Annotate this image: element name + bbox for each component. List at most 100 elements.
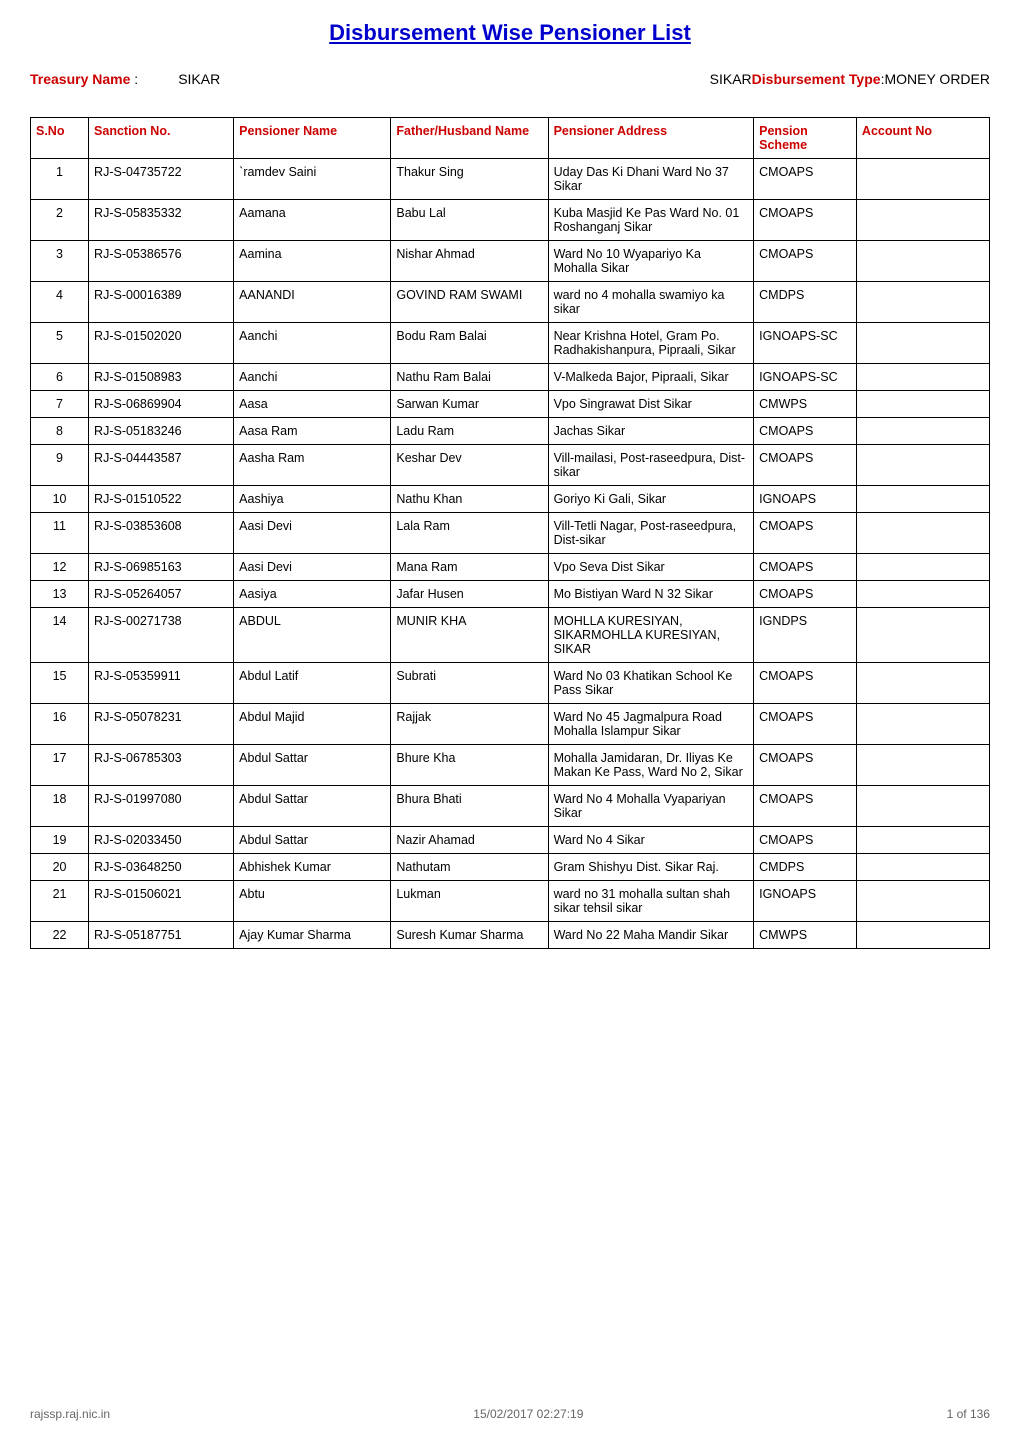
cell-pensioner: Abtu	[234, 881, 391, 922]
table-row: 8RJ-S-05183246Aasa RamLadu RamJachas Sik…	[31, 418, 990, 445]
cell-father: Nishar Ahmad	[391, 241, 548, 282]
table-row: 4RJ-S-00016389AANANDIGOVIND RAM SWAMIwar…	[31, 282, 990, 323]
cell-father: Lala Ram	[391, 513, 548, 554]
cell-account	[856, 159, 989, 200]
cell-father: Lukman	[391, 881, 548, 922]
table-row: 14RJ-S-00271738ABDULMUNIR KHAMOHLLA KURE…	[31, 608, 990, 663]
cell-sno: 22	[31, 922, 89, 949]
cell-sanction: RJ-S-06869904	[89, 391, 234, 418]
cell-father: Nathu Khan	[391, 486, 548, 513]
table-row: 19RJ-S-02033450Abdul SattarNazir AhamadW…	[31, 827, 990, 854]
cell-sno: 7	[31, 391, 89, 418]
footer-right: 1 of 136	[947, 1407, 990, 1421]
cell-scheme: CMOAPS	[754, 704, 857, 745]
cell-account	[856, 554, 989, 581]
cell-sno: 2	[31, 200, 89, 241]
cell-pensioner: Abdul Sattar	[234, 827, 391, 854]
cell-scheme: IGNOAPS-SC	[754, 323, 857, 364]
cell-pensioner: Aanchi	[234, 364, 391, 391]
cell-account	[856, 854, 989, 881]
cell-pensioner: Abhishek Kumar	[234, 854, 391, 881]
table-row: 16RJ-S-05078231Abdul MajidRajjakWard No …	[31, 704, 990, 745]
cell-scheme: CMWPS	[754, 391, 857, 418]
cell-account	[856, 241, 989, 282]
cell-pensioner: Abdul Latif	[234, 663, 391, 704]
cell-pensioner: Aasha Ram	[234, 445, 391, 486]
table-row: 1RJ-S-04735722`ramdev SainiThakur SingUd…	[31, 159, 990, 200]
cell-pensioner: Aashiya	[234, 486, 391, 513]
cell-scheme: CMDPS	[754, 282, 857, 323]
page-footer: rajssp.raj.nic.in 15/02/2017 02:27:19 1 …	[30, 1407, 990, 1421]
table-row: 20RJ-S-03648250Abhishek KumarNathutamGra…	[31, 854, 990, 881]
page-title: Disbursement Wise Pensioner List	[30, 20, 990, 46]
cell-pensioner: Aanchi	[234, 323, 391, 364]
header-right: SIKARDisbursement Type :MONEY ORDER	[710, 71, 990, 87]
cell-sanction: RJ-S-05835332	[89, 200, 234, 241]
cell-scheme: IGNDPS	[754, 608, 857, 663]
cell-account	[856, 786, 989, 827]
cell-address: Ward No 10 Wyapariyo Ka Mohalla Sikar	[548, 241, 754, 282]
cell-sanction: RJ-S-03853608	[89, 513, 234, 554]
cell-sno: 6	[31, 364, 89, 391]
cell-pensioner: Abdul Sattar	[234, 745, 391, 786]
cell-account	[856, 282, 989, 323]
cell-address: Ward No 22 Maha Mandir Sikar	[548, 922, 754, 949]
cell-scheme: CMOAPS	[754, 663, 857, 704]
cell-account	[856, 418, 989, 445]
cell-address: Jachas Sikar	[548, 418, 754, 445]
cell-father: Nathutam	[391, 854, 548, 881]
cell-pensioner: Aasiya	[234, 581, 391, 608]
col-header-address: Pensioner Address	[548, 118, 754, 159]
header-row: Treasury Name : SIKAR SIKARDisbursement …	[30, 71, 990, 87]
cell-sanction: RJ-S-05078231	[89, 704, 234, 745]
cell-father: GOVIND RAM SWAMI	[391, 282, 548, 323]
cell-father: Rajjak	[391, 704, 548, 745]
cell-sno: 1	[31, 159, 89, 200]
cell-sno: 3	[31, 241, 89, 282]
col-header-sanction: Sanction No.	[89, 118, 234, 159]
cell-father: Sarwan Kumar	[391, 391, 548, 418]
cell-father: Bodu Ram Balai	[391, 323, 548, 364]
table-row: 18RJ-S-01997080Abdul SattarBhura BhatiWa…	[31, 786, 990, 827]
cell-sno: 11	[31, 513, 89, 554]
table-row: 21RJ-S-01506021AbtuLukmanward no 31 moha…	[31, 881, 990, 922]
table-body: 1RJ-S-04735722`ramdev SainiThakur SingUd…	[31, 159, 990, 949]
cell-sno: 15	[31, 663, 89, 704]
col-header-sno: S.No	[31, 118, 89, 159]
cell-scheme: IGNOAPS-SC	[754, 364, 857, 391]
cell-address: Uday Das Ki Dhani Ward No 37 Sikar	[548, 159, 754, 200]
cell-sno: 16	[31, 704, 89, 745]
cell-scheme: CMOAPS	[754, 554, 857, 581]
table-header-row: S.No Sanction No. Pensioner Name Father/…	[31, 118, 990, 159]
cell-address: Mohalla Jamidaran, Dr. Iliyas Ke Makan K…	[548, 745, 754, 786]
cell-account	[856, 704, 989, 745]
cell-sno: 4	[31, 282, 89, 323]
cell-scheme: CMOAPS	[754, 445, 857, 486]
cell-sanction: RJ-S-05187751	[89, 922, 234, 949]
cell-pensioner: AANANDI	[234, 282, 391, 323]
cell-father: Babu Lal	[391, 200, 548, 241]
cell-father: MUNIR KHA	[391, 608, 548, 663]
cell-sno: 14	[31, 608, 89, 663]
cell-address: Ward No 45 Jagmalpura Road Mohalla Islam…	[548, 704, 754, 745]
cell-sanction: RJ-S-01506021	[89, 881, 234, 922]
cell-sanction: RJ-S-01997080	[89, 786, 234, 827]
cell-address: ward no 4 mohalla swamiyo ka sikar	[548, 282, 754, 323]
cell-account	[856, 881, 989, 922]
cell-account	[856, 513, 989, 554]
cell-sanction: RJ-S-04735722	[89, 159, 234, 200]
cell-sanction: RJ-S-05386576	[89, 241, 234, 282]
cell-sno: 12	[31, 554, 89, 581]
cell-account	[856, 364, 989, 391]
col-header-pensioner: Pensioner Name	[234, 118, 391, 159]
cell-sanction: RJ-S-00271738	[89, 608, 234, 663]
cell-scheme: CMOAPS	[754, 513, 857, 554]
cell-father: Ladu Ram	[391, 418, 548, 445]
cell-sanction: RJ-S-03648250	[89, 854, 234, 881]
cell-sno: 19	[31, 827, 89, 854]
cell-account	[856, 745, 989, 786]
cell-scheme: IGNOAPS	[754, 486, 857, 513]
disbursement-prefix: SIKAR	[710, 71, 752, 87]
treasury-colon: :	[130, 71, 138, 87]
table-row: 3RJ-S-05386576AaminaNishar AhmadWard No …	[31, 241, 990, 282]
